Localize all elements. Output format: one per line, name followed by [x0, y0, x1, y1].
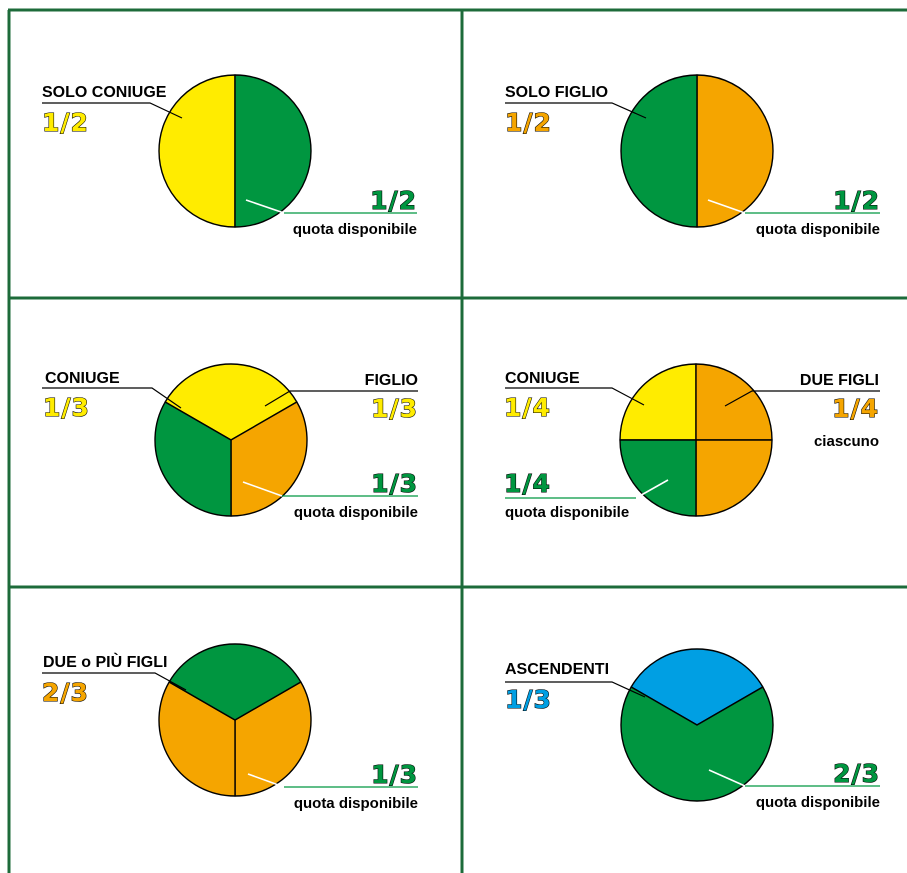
available-fraction: 1/4 — [504, 469, 551, 498]
pie-slice — [158, 681, 236, 797]
panel-coniuge-due-figli: CONIUGE 1/4 DUE FIGLI 1/4 ciascuno 1/4 q… — [503, 370, 880, 521]
second-caption: ciascuno — [814, 433, 879, 450]
available-caption: quota disponibile — [293, 221, 417, 238]
available-fraction: 1/2 — [833, 186, 880, 215]
pie-slice — [234, 74, 312, 228]
pie-slice — [234, 681, 312, 797]
heir-leader-line — [42, 387, 182, 409]
heir-leader-line — [42, 102, 183, 119]
pie-solo-figlio — [620, 74, 774, 228]
available-caption: quota disponibile — [756, 794, 880, 811]
panel-solo-figlio: SOLO FIGLIO 1/2 1/2 quota disponibile — [504, 84, 880, 238]
pie-slice — [619, 363, 697, 441]
heir-label: CONIUGE — [45, 370, 120, 387]
pie-slice — [620, 686, 774, 802]
heir-leader-line — [505, 102, 647, 119]
pie-slice — [619, 439, 697, 517]
heir-label: SOLO FIGLIO — [505, 84, 608, 101]
heir-label: CONIUGE — [505, 370, 580, 387]
heir-fraction: 1/2 — [505, 108, 552, 137]
available-leader-line — [707, 199, 746, 214]
panel-due-piu-figli: DUE o PIÙ FIGLI 2/3 1/3 quota disponibil… — [41, 652, 418, 812]
available-leader-line — [245, 199, 285, 214]
heir-fraction: 1/2 — [42, 108, 89, 137]
available-caption: quota disponibile — [756, 221, 880, 238]
pie-slice — [158, 74, 236, 228]
available-fraction: 2/3 — [833, 759, 880, 788]
available-leader-line — [635, 479, 669, 499]
heir-fraction: 1/3 — [43, 393, 90, 422]
panel-solo-coniuge: SOLO CONIUGE 1/2 1/2 quota disponibile — [41, 84, 417, 238]
pie-slice — [164, 363, 298, 441]
panel-ascendenti: ASCENDENTI 1/3 2/3 quota disponibile — [504, 661, 880, 811]
heir-label: DUE o PIÙ FIGLI — [43, 652, 167, 671]
available-fraction: 1/3 — [371, 760, 418, 789]
pie-coniuge-figlio — [154, 363, 308, 517]
available-caption: quota disponibile — [294, 504, 418, 521]
heir-fraction: 1/3 — [505, 685, 552, 714]
second-label: FIGLIO — [365, 372, 418, 389]
pie-slice — [695, 363, 773, 441]
available-fraction: 1/2 — [370, 186, 417, 215]
heir-leader-line — [505, 387, 645, 406]
pie-slice — [620, 74, 698, 228]
panel-grid — [7, 8, 907, 873]
available-leader-line — [247, 773, 285, 788]
pie-slice — [230, 401, 308, 517]
available-fraction: 1/3 — [371, 469, 418, 498]
second-leader-line — [724, 390, 880, 407]
heir-label: SOLO CONIUGE — [42, 84, 167, 101]
pie-ascendenti — [620, 648, 774, 802]
available-caption: quota disponibile — [294, 795, 418, 812]
pie-coniuge-due-figli — [619, 363, 773, 517]
second-leader-line — [264, 390, 418, 407]
heir-label: ASCENDENTI — [505, 661, 609, 678]
pie-due-piu-figli — [158, 643, 312, 797]
pie-slice — [630, 648, 764, 726]
available-leader-line — [242, 481, 283, 497]
heir-fraction: 1/4 — [504, 393, 551, 422]
pie-slice — [695, 439, 773, 517]
pie-slice — [168, 643, 302, 721]
available-caption: quota disponibile — [505, 504, 629, 521]
second-fraction: 1/3 — [371, 394, 418, 423]
second-label: DUE FIGLI — [800, 372, 879, 389]
pie-solo-coniuge — [158, 74, 312, 228]
pie-slice — [154, 401, 232, 517]
heir-leader-line — [42, 672, 187, 691]
heir-fraction: 2/3 — [42, 678, 89, 707]
heir-leader-line — [505, 681, 646, 698]
available-leader-line — [708, 769, 746, 787]
pie-slice — [696, 74, 774, 228]
second-fraction: 1/4 — [832, 394, 879, 423]
panel-coniuge-figlio: CONIUGE 1/3 FIGLIO 1/3 1/3 quota disponi… — [42, 370, 418, 521]
